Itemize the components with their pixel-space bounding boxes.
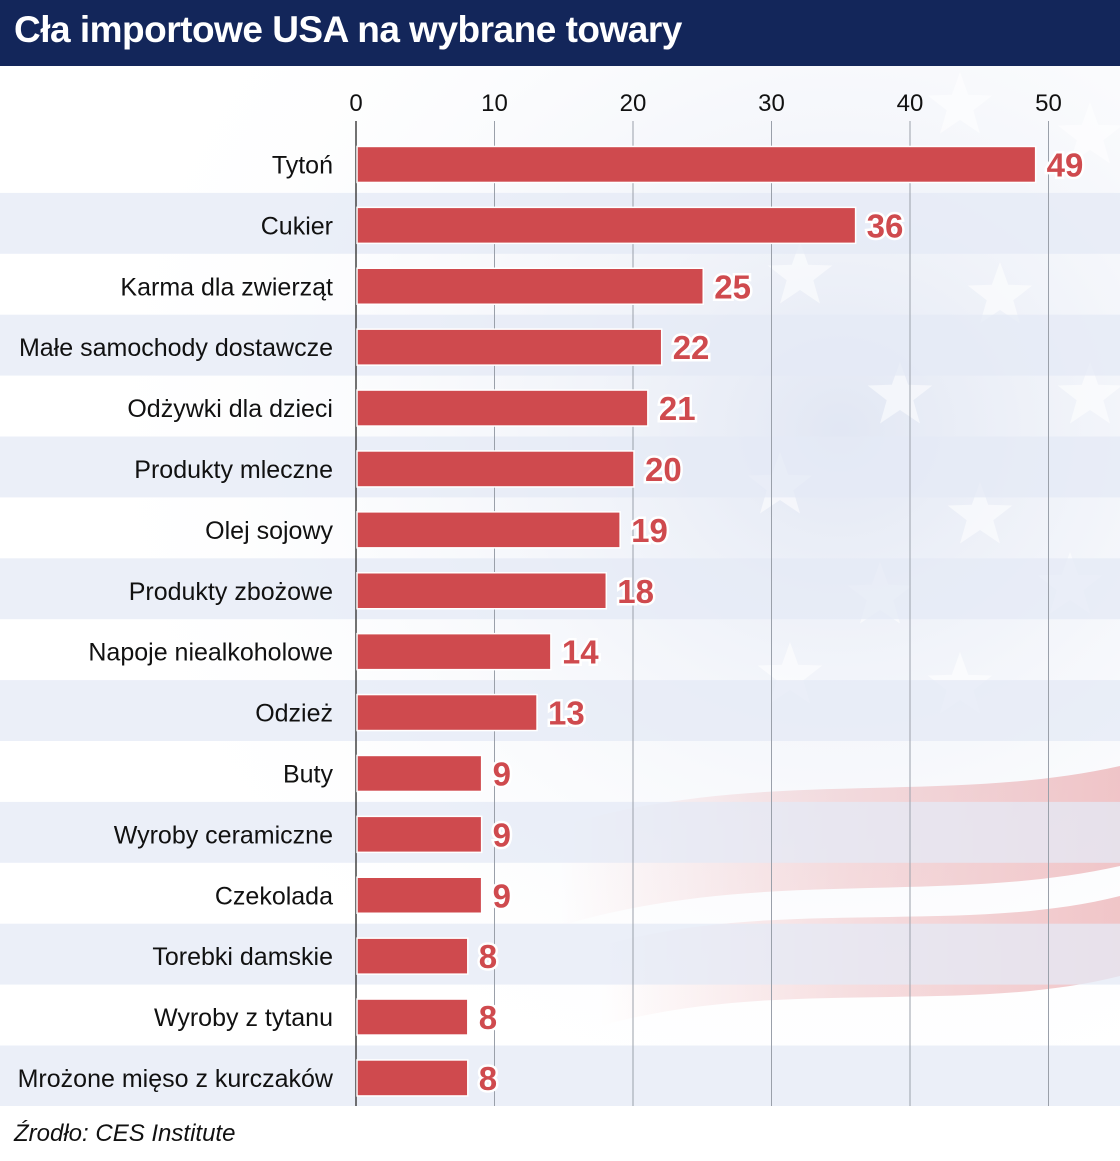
star-icon bbox=[1057, 362, 1120, 424]
category-label: Tytoń bbox=[272, 151, 333, 179]
value-label: 9 bbox=[493, 877, 511, 914]
x-tick-label: 20 bbox=[620, 90, 647, 117]
star-icon bbox=[1057, 102, 1120, 164]
category-label: Napoje niealkoholowe bbox=[88, 639, 333, 667]
bar bbox=[356, 937, 469, 975]
source-note: Źrodło: CES Institute bbox=[14, 1120, 236, 1147]
bar bbox=[356, 511, 621, 549]
row-stripe bbox=[0, 680, 1120, 741]
chart-header: Cła importowe USA na wybrane towary bbox=[0, 0, 1120, 66]
value-label: 18 bbox=[617, 573, 654, 610]
gridlines bbox=[355, 121, 1049, 1106]
value-label: 8 bbox=[479, 999, 497, 1036]
bar bbox=[356, 145, 1037, 184]
value-label: 20 bbox=[645, 451, 682, 488]
star-icon bbox=[967, 262, 1033, 324]
x-tick-label: 40 bbox=[897, 90, 924, 117]
bar bbox=[356, 998, 469, 1036]
category-label: Odżywki dla dzieci bbox=[127, 395, 333, 423]
bar-chart: 0 10 20 30 40 50 Tytoń Cukier Karma dla zwierzą… bbox=[0, 66, 1120, 1106]
star-icon bbox=[767, 242, 833, 304]
bar bbox=[356, 389, 649, 427]
bar bbox=[356, 632, 552, 671]
bar bbox=[356, 693, 538, 732]
bar bbox=[356, 267, 704, 305]
category-label: Małe samochody dostawcze bbox=[19, 334, 333, 362]
x-tick-label: 10 bbox=[481, 90, 508, 117]
x-tick-label: 0 bbox=[349, 90, 362, 117]
category-label: Olej sojowy bbox=[205, 517, 333, 545]
star-icon bbox=[927, 72, 993, 134]
value-label: 9 bbox=[493, 816, 511, 853]
value-label: 36 bbox=[867, 207, 904, 244]
category-label: Produkty mleczne bbox=[134, 456, 333, 484]
x-tick-label: 50 bbox=[1035, 90, 1062, 117]
value-label: 8 bbox=[479, 1060, 497, 1097]
row-stripe bbox=[0, 801, 1120, 863]
category-label: Torebki damskie bbox=[152, 943, 333, 971]
chart-title: Cła importowe USA na wybrane towary bbox=[14, 9, 682, 50]
bar bbox=[356, 328, 663, 366]
bar bbox=[356, 206, 857, 245]
value-label: 25 bbox=[714, 268, 751, 305]
value-label: 8 bbox=[479, 938, 497, 975]
category-label: Karma dla zwierząt bbox=[120, 273, 333, 301]
star-icon bbox=[947, 482, 1013, 544]
value-label: 22 bbox=[673, 329, 710, 366]
category-label: Czekolada bbox=[215, 882, 333, 910]
row-stripe bbox=[0, 1045, 1120, 1106]
star-icon bbox=[867, 362, 933, 424]
x-axis-ticks: 0 10 20 30 40 50 bbox=[349, 90, 1062, 117]
value-label: 49 bbox=[1047, 146, 1084, 183]
value-label: 13 bbox=[548, 695, 585, 732]
category-label: Produkty zbożowe bbox=[129, 578, 333, 606]
star-icon bbox=[757, 642, 823, 704]
bar bbox=[356, 572, 608, 610]
x-tick-label: 30 bbox=[758, 90, 785, 117]
bar bbox=[356, 815, 483, 854]
category-label: Cukier bbox=[261, 212, 333, 240]
category-label: Wyroby z tytanu bbox=[154, 1004, 333, 1032]
bar bbox=[356, 1059, 469, 1097]
category-labels: Tytoń Cukier Karma dla zwierząt Małe samoch… bbox=[18, 151, 334, 1092]
value-label: 9 bbox=[493, 755, 511, 792]
bars bbox=[356, 145, 1037, 1097]
category-label: Buty bbox=[283, 760, 334, 788]
bar bbox=[356, 450, 635, 488]
category-label: Mrożone mięso z kurczaków bbox=[18, 1065, 334, 1093]
row-stripe bbox=[0, 923, 1120, 985]
bar bbox=[356, 754, 483, 793]
value-label: 19 bbox=[631, 512, 668, 549]
value-label: 14 bbox=[562, 634, 599, 671]
value-label: 21 bbox=[659, 390, 696, 427]
bar bbox=[356, 876, 483, 914]
category-label: Odzież bbox=[255, 700, 333, 728]
category-label: Wyroby ceramiczne bbox=[114, 821, 333, 849]
